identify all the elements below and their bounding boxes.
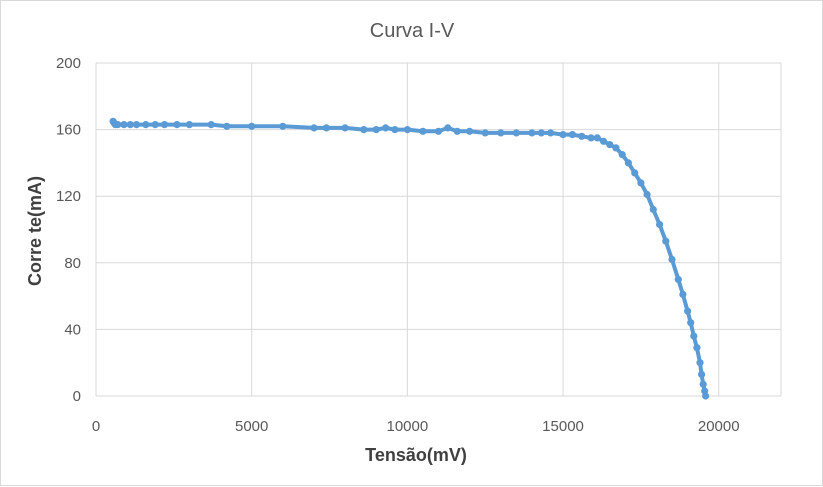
data-point [512,129,520,137]
data-point [341,124,349,132]
data-point [391,126,399,134]
data-point [160,121,169,129]
data-point [322,124,330,132]
data-point [279,122,287,130]
data-point [466,127,474,135]
x-axis-title: Tensão(mV) [365,445,467,465]
data-point [151,121,159,129]
data-point [185,121,193,129]
data-point [668,255,676,264]
data-point [120,121,128,129]
data-point [643,190,651,199]
x-tick-label: 5000 [235,418,268,435]
gridlines [95,62,782,397]
data-point [497,129,505,137]
data-point [547,129,555,137]
data-point [114,121,122,129]
data-point [578,132,586,140]
data-point [702,392,710,400]
y-tick-label: 40 [64,321,81,338]
chart-title: Curva I-V [370,20,455,42]
data-point [684,307,692,315]
data-point [662,237,670,245]
data-point [537,129,545,137]
data-point [481,129,489,137]
data-point [559,131,567,139]
data-point [403,126,411,134]
data-point [649,205,657,214]
data-point [434,127,443,135]
data-point [656,220,664,229]
data-point [631,169,639,177]
data-point [593,134,601,142]
data-point [248,122,256,130]
data-point [453,127,461,135]
data-series [109,117,710,400]
data-point [419,127,427,135]
data-point [699,380,707,388]
data-point [624,159,633,167]
data-point [693,344,701,352]
data-point [528,129,536,137]
data-point [142,121,150,129]
data-point [372,126,380,134]
data-point [690,332,698,340]
data-point [444,124,452,132]
x-tick-label: 20000 [698,418,740,435]
data-point [310,124,318,132]
data-point [687,319,695,327]
data-point [126,121,134,129]
y-tick-label: 160 [56,122,81,139]
data-point [382,124,390,132]
data-point [698,370,706,378]
y-tick-label: 120 [56,188,81,205]
data-point [696,359,704,367]
data-point [173,121,181,129]
tick-labels: 0 5000 10000 15000 20000 0 40 80 120 160 200 [56,55,740,435]
y-tick-label: 200 [56,55,81,72]
data-point [599,137,608,145]
data-point [612,144,620,152]
y-axis-title: Corre te(mA) [25,176,45,286]
y-tick-label: 80 [64,255,81,272]
data-point [223,122,231,130]
x-tick-label: 15000 [542,418,584,435]
data-point [674,275,682,283]
data-point [568,131,577,139]
data-point [360,126,368,134]
x-tick-label: 0 [92,418,100,435]
data-point [207,121,215,129]
data-point [132,121,141,129]
data-point [587,134,595,142]
series-line [111,119,708,398]
data-point [618,151,626,159]
data-point [637,179,645,187]
x-tick-label: 10000 [387,418,429,435]
data-point [606,141,614,149]
y-tick-label: 0 [73,388,81,405]
data-point [679,290,687,298]
